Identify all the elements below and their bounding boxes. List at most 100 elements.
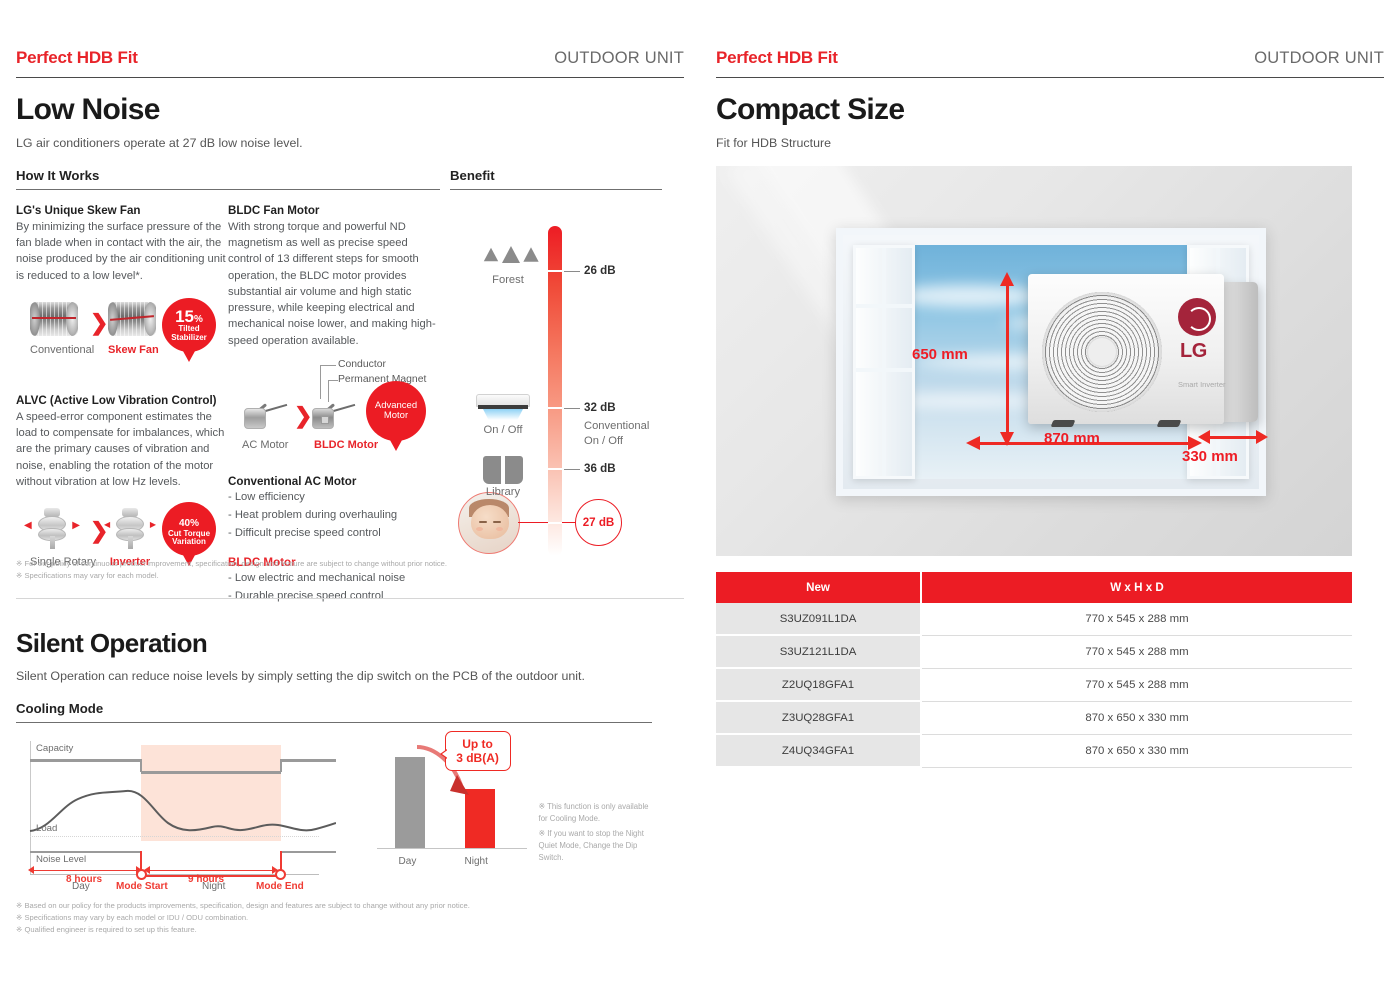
side-note-1: ※ If you want to stop the Night Quiet Mo…	[538, 829, 644, 863]
skew-fan-illustration: Conventional ❯ Skew Fan 15% Tilted Stabi…	[16, 297, 228, 372]
bldc-fan-body: With strong torque and powerful ND magne…	[228, 221, 436, 347]
mode-start-vline	[140, 851, 142, 877]
benefit-head: Benefit	[450, 168, 495, 183]
bldc-motor-label: BLDC Motor	[314, 438, 379, 451]
smart-inverter-text: Smart Inverter	[1178, 380, 1226, 389]
width-dimension-label: 870 mm	[1044, 430, 1100, 447]
ac-motor-bullet-2: - Difficult precise speed control	[228, 526, 381, 539]
section-divider	[16, 598, 684, 599]
bar-axis	[376, 848, 527, 849]
silent-operation-section: Silent Operation Silent Operation can re…	[16, 628, 652, 892]
nine-hours-label: 9 hours	[188, 874, 225, 885]
cell-dims: 770 x 545 x 288 mm	[921, 635, 1352, 669]
footnote-0: ※ For our policy of continuous product i…	[16, 559, 448, 568]
bar-night	[464, 789, 495, 849]
left-footnotes-bottom: ※ Based on our policy for the products i…	[16, 900, 470, 935]
how-it-works-rule	[16, 189, 440, 190]
noise-line-after	[281, 851, 336, 853]
x-label-mode-start: Mode Start	[116, 881, 168, 892]
capacity-line-after	[281, 759, 336, 762]
tick-32db	[564, 408, 580, 409]
alvc-badge-line1: Cut Torque	[167, 528, 211, 538]
product-photo: LG Smart Inverter 650 mm 870 mm 330 mm	[716, 166, 1352, 556]
skew-fan-icon: Skew Fan	[108, 301, 159, 356]
cooling-mode-head: Cooling Mode	[16, 701, 104, 716]
ac-motor-bullet-0: - Low efficiency	[228, 490, 305, 503]
cell-model: S3UZ091L1DA	[716, 603, 922, 636]
how-it-works-columns: LG's Unique Skew Fan By minimizing the s…	[16, 204, 684, 604]
skew-badge-value: 15	[175, 307, 194, 327]
tick-26db	[564, 271, 580, 272]
silent-footnote-2: ※ Qualified engineer is required to set …	[16, 924, 197, 934]
alvc-badge-value: 40	[178, 518, 191, 530]
brand-label-right: Perfect HDB Fit	[716, 48, 838, 67]
window-sash-left	[853, 245, 915, 479]
skew-badge-line1: Tilted	[178, 324, 200, 334]
header-divider	[16, 77, 684, 78]
ac-motor-bullet-1: - Heat problem during overhauling	[228, 508, 398, 521]
bldc-motor-bullet-0: - Low electric and mechanical noise	[228, 571, 406, 584]
bar-label-day: Day	[398, 856, 417, 867]
table-header-row: New W x H x D	[716, 572, 1352, 603]
skew-fan-title: LG's Unique Skew Fan	[16, 204, 141, 217]
mode-start-marker[interactable]	[136, 869, 147, 880]
eight-hours-label: 8 hours	[66, 874, 103, 885]
baby-connector-line	[518, 522, 576, 523]
bar-chart-side-notes: ※ This function is only available for Co…	[539, 801, 652, 891]
brand-label: Perfect HDB Fit	[16, 48, 138, 67]
forest-label: Forest	[492, 274, 524, 286]
day-night-bar-chart: Day Night Up to 3 dB(A)	[376, 731, 527, 891]
skew-badge-line2: Stabilizer	[171, 332, 207, 342]
silent-charts-row: Capacity Load Noise Level Noise Level	[16, 731, 652, 892]
section-heads: How It Works Benefit	[16, 168, 684, 190]
x-label-day: Day	[72, 881, 90, 892]
permanent-magnet-label: Permanent Magnet	[338, 373, 427, 385]
single-rotary-label: Single Rotary	[30, 556, 97, 569]
cell-dims: 870 x 650 x 330 mm	[921, 734, 1352, 768]
value-26db: 26 dB	[584, 264, 616, 277]
depth-dimension-label: 330 mm	[1182, 448, 1238, 465]
bldc-motor-icon: BLDC Motor	[310, 395, 378, 451]
silent-title: Silent Operation	[16, 628, 208, 658]
column-benefit: Forest 26 dB 27 dB	[450, 204, 662, 604]
inverter-label: Inverter	[109, 556, 151, 569]
capacity-line-day	[30, 759, 141, 762]
table-row: S3UZ121L1DA 770 x 545 x 288 mm	[716, 635, 1352, 669]
capacity-line-night	[141, 771, 281, 774]
book-icon	[483, 456, 523, 484]
table-row: Z2UQ18GFA1 770 x 545 x 288 mm	[716, 668, 1352, 702]
cell-model: Z2UQ18GFA1	[716, 668, 922, 702]
tick-36db	[564, 469, 580, 470]
chevron-right-icon: ❯	[90, 309, 109, 335]
header-divider-right	[716, 77, 1384, 78]
alvc-title: ALVC (Active Low Vibration Control)	[16, 393, 217, 407]
sleeping-baby-icon	[458, 492, 520, 554]
col-header-whd: W x H x D	[921, 572, 1352, 603]
tilted-stabilizer-badge: 15% Tilted Stabilizer	[162, 297, 216, 362]
noise-level-label-visible: Noise Level	[36, 854, 87, 865]
nine-hours-arrow	[148, 870, 274, 872]
table-row: Z3UQ28GFA1 870 x 650 x 330 mm	[716, 701, 1352, 735]
conventional-fan-icon: Conventional	[30, 301, 94, 356]
column-bldc: BLDC Fan Motor With strong torque and po…	[228, 204, 440, 604]
library-label: Library	[485, 486, 521, 498]
callout-line1: Up to	[462, 736, 493, 751]
cell-model: Z4UQ34GFA1	[716, 734, 922, 768]
air-conditioner-icon	[476, 394, 530, 420]
conductor-label: Conductor	[338, 358, 386, 370]
right-page-header: Perfect HDB Fit OUTDOOR UNIT	[716, 0, 1384, 68]
mode-end-marker[interactable]	[275, 869, 286, 880]
x-label-night: Night	[202, 881, 226, 892]
mode-end-vline	[280, 851, 282, 877]
silent-footnote-0: ※ Based on our policy for the products i…	[16, 901, 470, 910]
bar-label-night: Night	[464, 856, 488, 867]
how-it-works-head-wrap: How It Works	[16, 168, 440, 190]
advanced-badge-line2: Motor	[383, 409, 409, 421]
lg-brand-text: LG	[1180, 340, 1207, 362]
left-footnotes-top: ※ For our policy of continuous product i…	[16, 558, 447, 582]
advanced-motor-badge: Advanced Motor	[366, 380, 426, 451]
right-page: Perfect HDB Fit OUTDOOR UNIT Compact Siz…	[700, 0, 1400, 1000]
left-page-header: Perfect HDB Fit OUTDOOR UNIT	[16, 0, 684, 68]
bar-day	[394, 757, 425, 849]
column-skew-alvc: LG's Unique Skew Fan By minimizing the s…	[16, 204, 228, 604]
